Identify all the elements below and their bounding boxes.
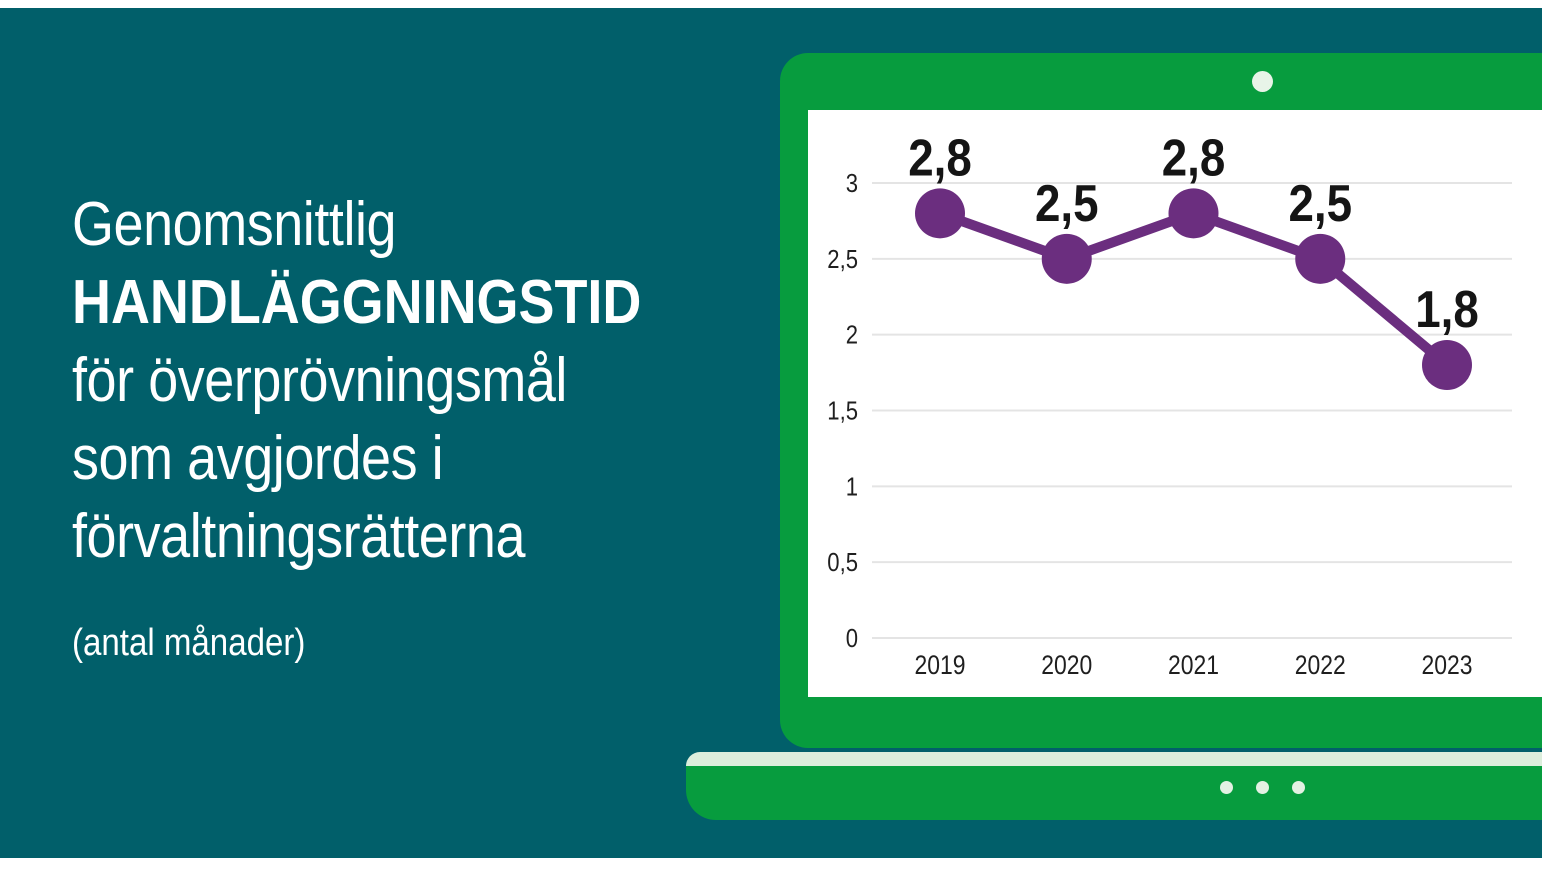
- data-point-2022: [1295, 233, 1346, 284]
- data-point-2019: [915, 188, 965, 239]
- title-line-5: förvaltningsrätterna: [72, 502, 526, 571]
- x-tick-label: 2023: [1421, 650, 1472, 680]
- value-label-2022: 2,5: [1288, 175, 1352, 232]
- laptop-camera-icon: [1252, 71, 1273, 92]
- value-label-2023: 1,8: [1415, 281, 1479, 338]
- title-line-3: för överprövningsmål: [72, 346, 567, 415]
- x-tick-label: 2019: [914, 650, 965, 680]
- x-tick-label: 2021: [1168, 650, 1219, 680]
- value-label-2020: 2,5: [1035, 175, 1099, 232]
- y-tick-label: 1,5: [827, 397, 858, 426]
- title-line-4: som avgjordes i: [72, 424, 444, 493]
- title-block: Genomsnittlig HANDLÄGGNINGSTID för överp…: [72, 186, 925, 666]
- poster-background: Genomsnittlig HANDLÄGGNINGSTID för överp…: [0, 8, 1542, 858]
- value-label-2021: 2,8: [1162, 130, 1226, 187]
- y-tick-label: 0: [846, 624, 858, 653]
- y-tick-label: 0,5: [827, 549, 858, 578]
- data-point-2021: [1168, 188, 1219, 239]
- value-label-2019: 2,8: [908, 130, 972, 187]
- x-tick-label: 2020: [1041, 650, 1092, 680]
- data-point-2020: [1041, 233, 1092, 284]
- laptop-base: [686, 766, 1542, 820]
- y-tick-label: 1: [846, 473, 858, 502]
- title-line-2: HANDLÄGGNINGSTID: [72, 268, 642, 337]
- base-dot-icon: [1220, 781, 1233, 794]
- laptop-screen-frame: 0 0,5 1 1,5 2 2,5 3 2019 2020 2021 2022 2023 2,8 2,5 2…: [780, 53, 1542, 748]
- laptop-screen: 0 0,5 1 1,5 2 2,5 3 2019 2020 2021 2022 2023 2,8 2,5 2…: [808, 110, 1542, 697]
- base-dot-icon: [1256, 781, 1269, 794]
- line-chart: 0 0,5 1 1,5 2 2,5 3 2019 2020 2021 2022 2023 2,8 2,5 2…: [827, 130, 1512, 680]
- title-subtitle: (antal månader): [72, 622, 306, 664]
- data-point-2023: [1422, 340, 1472, 390]
- y-tick-label: 3: [846, 169, 858, 198]
- title-line-1: Genomsnittlig: [72, 190, 397, 259]
- x-tick-label: 2022: [1295, 650, 1346, 680]
- laptop-base-stripe: [686, 752, 1542, 766]
- y-tick-label: 2: [846, 321, 858, 350]
- y-tick-label: 2,5: [827, 245, 858, 274]
- laptop-base-dots: [1220, 781, 1305, 794]
- base-dot-icon: [1292, 781, 1305, 794]
